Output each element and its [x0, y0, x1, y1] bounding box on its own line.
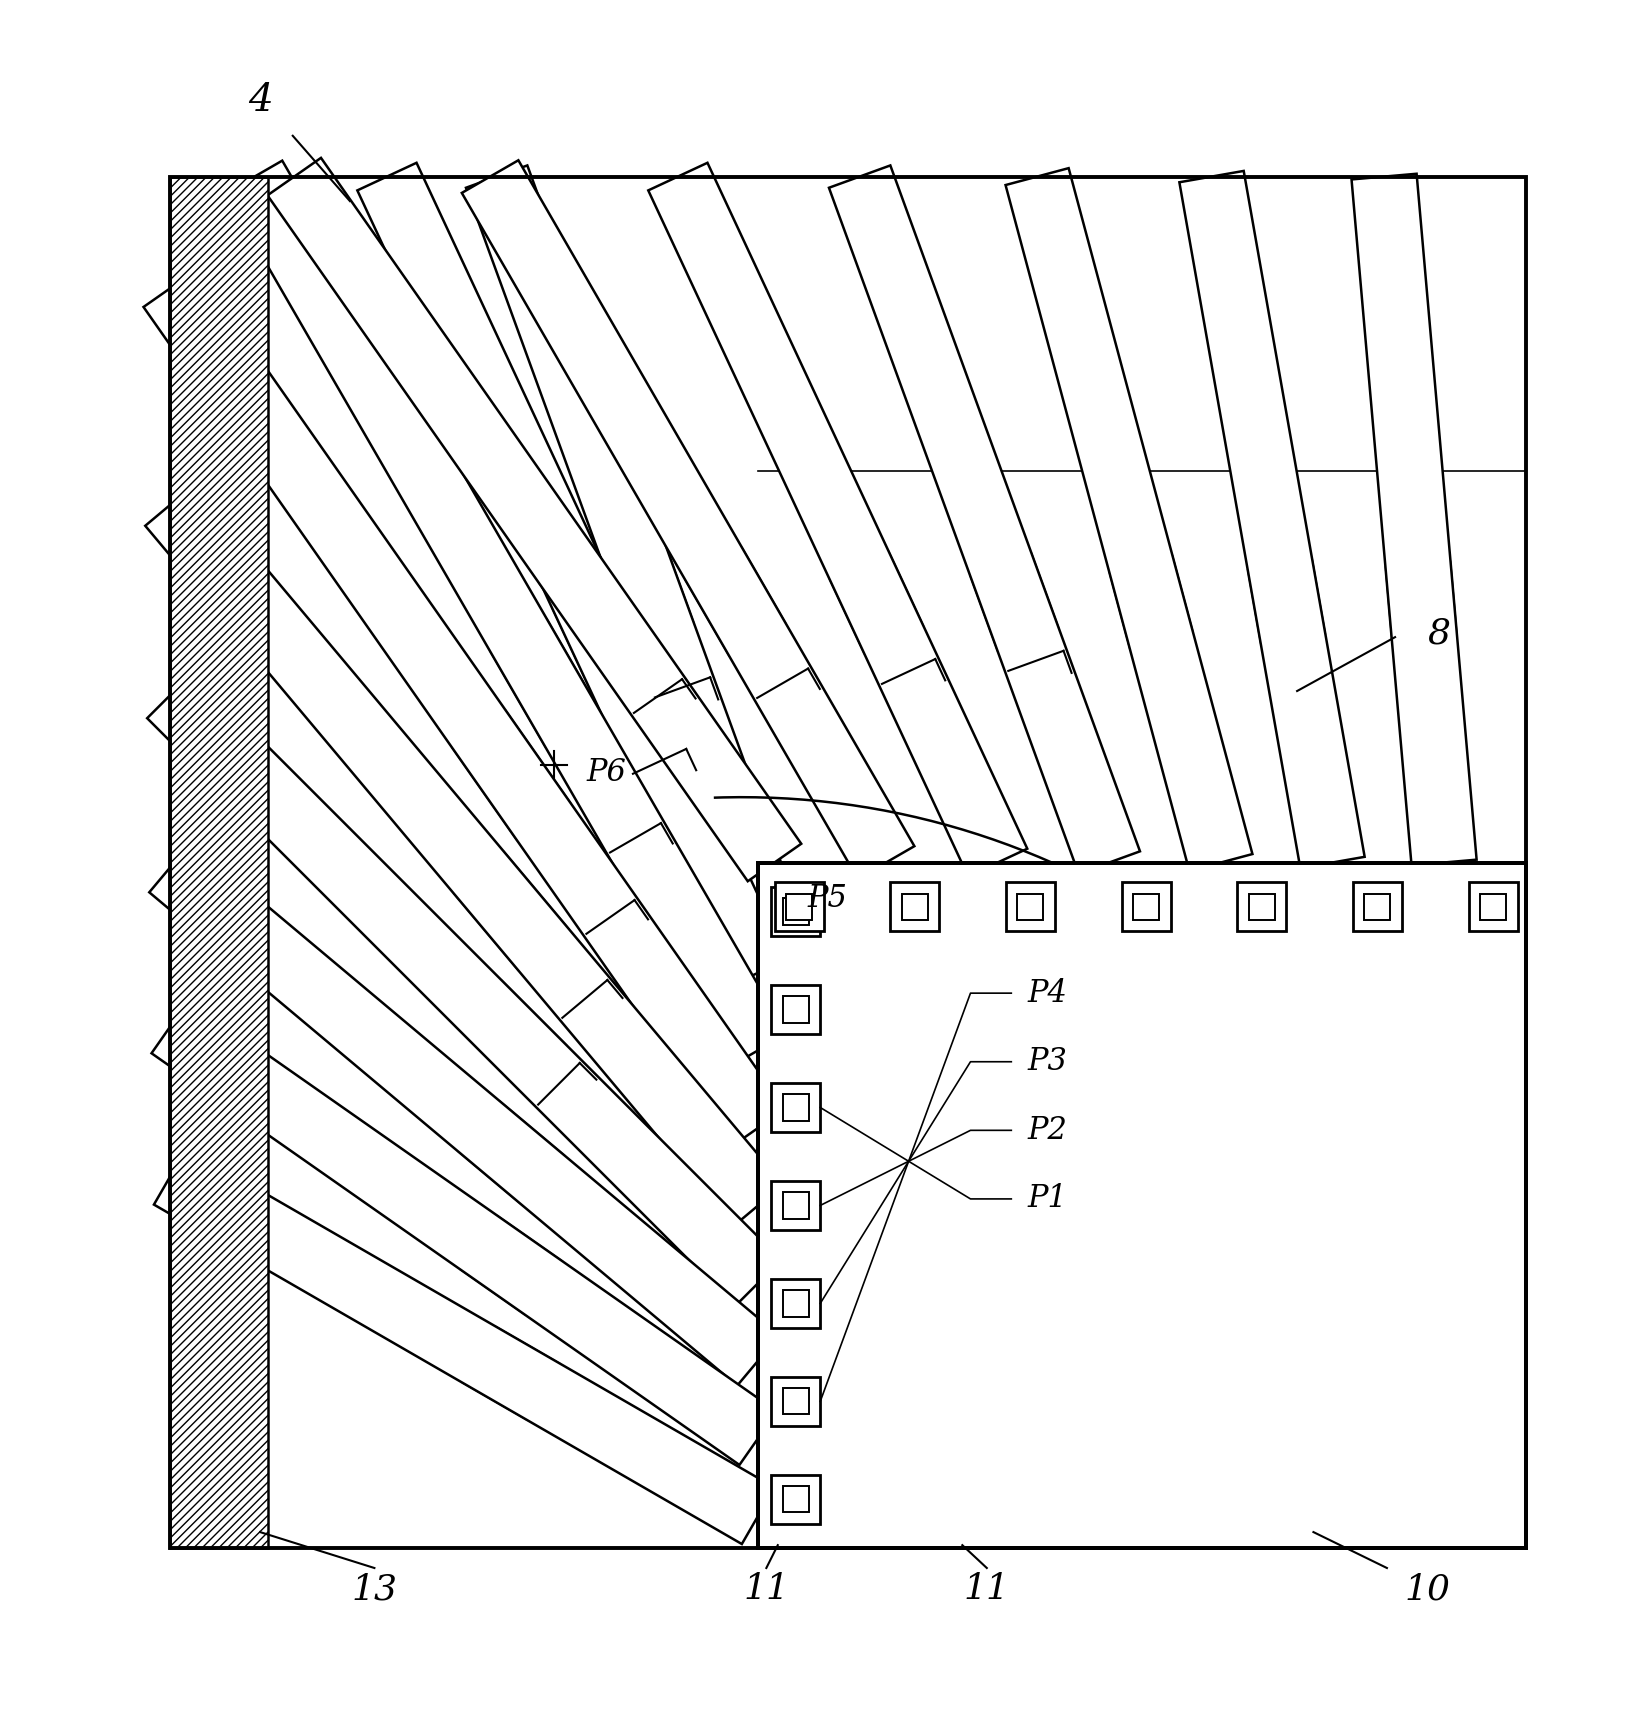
Polygon shape — [143, 269, 786, 1147]
Polygon shape — [552, 581, 652, 695]
Polygon shape — [771, 985, 820, 1033]
Polygon shape — [771, 1377, 820, 1427]
Text: P2: P2 — [1028, 1114, 1067, 1145]
Polygon shape — [1364, 894, 1390, 919]
Polygon shape — [1006, 881, 1054, 932]
Polygon shape — [1179, 171, 1365, 868]
Polygon shape — [782, 899, 809, 925]
Polygon shape — [771, 1182, 820, 1230]
Polygon shape — [649, 162, 1028, 876]
Polygon shape — [1018, 894, 1044, 919]
Text: 11: 11 — [963, 1571, 1010, 1606]
Text: 10: 10 — [1405, 1571, 1451, 1606]
Polygon shape — [453, 711, 570, 840]
Polygon shape — [1469, 881, 1517, 932]
Polygon shape — [455, 852, 568, 971]
Polygon shape — [685, 549, 786, 656]
Polygon shape — [1110, 555, 1192, 649]
Polygon shape — [889, 881, 939, 932]
Polygon shape — [771, 1083, 820, 1132]
Polygon shape — [461, 160, 914, 878]
Polygon shape — [1237, 881, 1286, 932]
Polygon shape — [1385, 561, 1458, 642]
Text: P4: P4 — [1028, 978, 1067, 1009]
Polygon shape — [782, 997, 809, 1023]
Text: 11: 11 — [743, 1571, 789, 1606]
Polygon shape — [1133, 894, 1159, 919]
Polygon shape — [771, 887, 820, 937]
Polygon shape — [1248, 894, 1275, 919]
Polygon shape — [771, 1475, 820, 1523]
Polygon shape — [491, 619, 603, 749]
Text: P3: P3 — [1028, 1047, 1067, 1076]
Polygon shape — [539, 545, 646, 659]
Polygon shape — [1248, 559, 1326, 645]
Polygon shape — [150, 842, 779, 1385]
Polygon shape — [463, 1327, 560, 1420]
Polygon shape — [458, 1101, 565, 1206]
Polygon shape — [774, 881, 824, 932]
Polygon shape — [782, 1389, 809, 1414]
Text: P1: P1 — [1028, 1183, 1067, 1214]
Polygon shape — [1481, 894, 1505, 919]
Polygon shape — [267, 159, 800, 881]
Polygon shape — [828, 550, 924, 654]
Text: P5: P5 — [807, 883, 847, 914]
Polygon shape — [901, 894, 927, 919]
Polygon shape — [466, 166, 789, 906]
Polygon shape — [1122, 881, 1171, 932]
Polygon shape — [1352, 881, 1402, 932]
Polygon shape — [1006, 167, 1252, 871]
Polygon shape — [456, 982, 567, 1092]
Polygon shape — [170, 176, 268, 1549]
Polygon shape — [170, 176, 1525, 1549]
Polygon shape — [771, 1278, 820, 1328]
Polygon shape — [147, 673, 781, 1306]
Polygon shape — [460, 1216, 562, 1314]
Polygon shape — [1352, 174, 1477, 866]
Polygon shape — [786, 894, 812, 919]
Polygon shape — [603, 543, 693, 643]
Text: P6: P6 — [586, 757, 626, 788]
Polygon shape — [970, 554, 1059, 650]
Text: 8: 8 — [1428, 618, 1451, 650]
Polygon shape — [152, 1000, 777, 1465]
Polygon shape — [782, 1290, 809, 1316]
Polygon shape — [758, 862, 1525, 1549]
Polygon shape — [145, 483, 784, 1226]
Polygon shape — [828, 166, 1140, 873]
Polygon shape — [226, 160, 787, 1066]
Text: 13: 13 — [351, 1571, 397, 1606]
Polygon shape — [782, 1192, 809, 1218]
Polygon shape — [153, 1149, 774, 1544]
Polygon shape — [357, 162, 787, 987]
Text: 4: 4 — [247, 83, 272, 119]
Polygon shape — [782, 1487, 809, 1513]
Polygon shape — [782, 1094, 809, 1121]
